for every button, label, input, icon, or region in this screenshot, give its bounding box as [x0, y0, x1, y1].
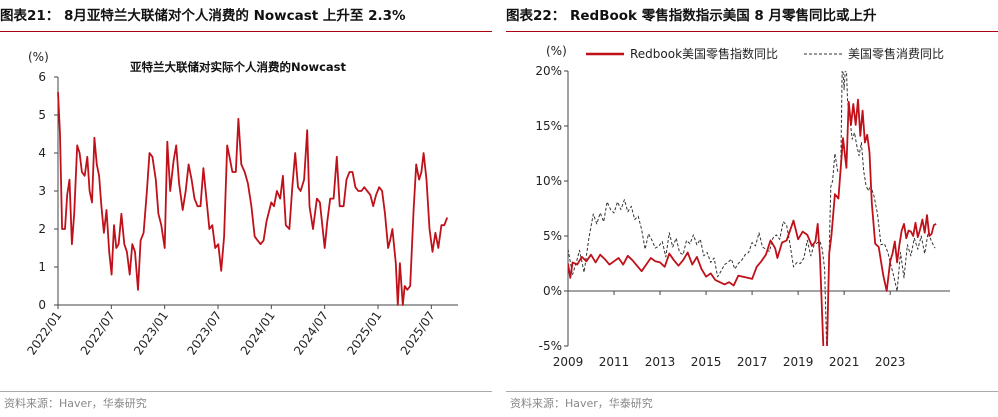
x-tick-label: 2024/01	[238, 309, 278, 358]
x-tick-label: 2025/01	[344, 309, 384, 358]
y-tick-label: 5%	[543, 229, 562, 243]
x-tick-label: 2013	[645, 355, 676, 369]
x-tick-label: 2025/07	[398, 309, 438, 358]
y-axis-unit: (%)	[546, 44, 567, 58]
y-tick-label: -5%	[539, 339, 562, 353]
source-note: 资料来源：Haver，华泰研究	[4, 397, 147, 410]
x-tick-label: 2023/07	[184, 309, 224, 358]
figure-title: 图表22： RedBook 零售指数指示美国 8 月零售同比或上升	[506, 8, 877, 24]
series-line	[57, 92, 449, 306]
legend-label-retail: 美国零售消费同比	[848, 46, 944, 61]
y-tick-label: 1	[38, 260, 46, 274]
y-tick-label: 0%	[543, 284, 562, 298]
source-divider	[0, 391, 492, 392]
y-axis-unit: (%)	[28, 50, 49, 64]
y-tick-label: 4	[38, 146, 46, 160]
x-tick-label: 2024/07	[291, 309, 331, 358]
x-tick-label: 2022/01	[24, 309, 64, 358]
title-rule	[0, 31, 492, 32]
x-tick-label: 2009	[553, 355, 584, 369]
y-tick-label: 6	[38, 70, 46, 84]
x-tick-label: 2015	[691, 355, 722, 369]
x-tick-label: 2021	[829, 355, 860, 369]
y-tick-label: 5	[38, 108, 46, 122]
chart-title: 亚特兰大联储对实际个人消费的Nowcast	[130, 60, 347, 74]
x-tick-label: 2011	[599, 355, 630, 369]
x-tick-label: 2022/07	[78, 309, 118, 358]
y-tick-label: 15%	[535, 119, 562, 133]
y-tick-label: 20%	[535, 64, 562, 78]
y-tick-label: 0	[38, 298, 46, 312]
figure-title: 图表21： 8月亚特兰大联储对个人消费的 Nowcast 上升至 2.3%	[0, 8, 406, 24]
x-tick-label: 2017	[737, 355, 768, 369]
series-line-redbook	[568, 98, 937, 346]
y-tick-label: 2	[38, 222, 46, 236]
x-tick-label: 2023/01	[131, 309, 171, 358]
right-chart: (%) -5% 0% 5% 10% 15% 20% 2009 2011 2013 2015 2017 2…	[535, 44, 950, 369]
y-tick-label: 10%	[535, 174, 562, 188]
series-line-retail	[568, 71, 936, 346]
right-figure: 图表22： RedBook 零售指数指示美国 8 月零售同比或上升 (%) -5%…	[506, 0, 998, 417]
x-tick-label: 2019	[783, 355, 814, 369]
title-rule	[506, 31, 998, 32]
left-chart: (%) 亚特兰大联储对实际个人消费的Nowcast 0 1 2 3 4 5 6 2022/01 20…	[24, 50, 458, 358]
left-figure: 图表21： 8月亚特兰大联储对个人消费的 Nowcast 上升至 2.3% (%…	[0, 0, 492, 417]
y-tick-label: 3	[38, 184, 46, 198]
x-tick-label: 2023	[875, 355, 906, 369]
source-note: 资料来源：Haver，华泰研究	[510, 397, 653, 410]
legend-label-redbook: Redbook美国零售指数同比	[630, 46, 778, 61]
source-divider	[506, 391, 998, 392]
